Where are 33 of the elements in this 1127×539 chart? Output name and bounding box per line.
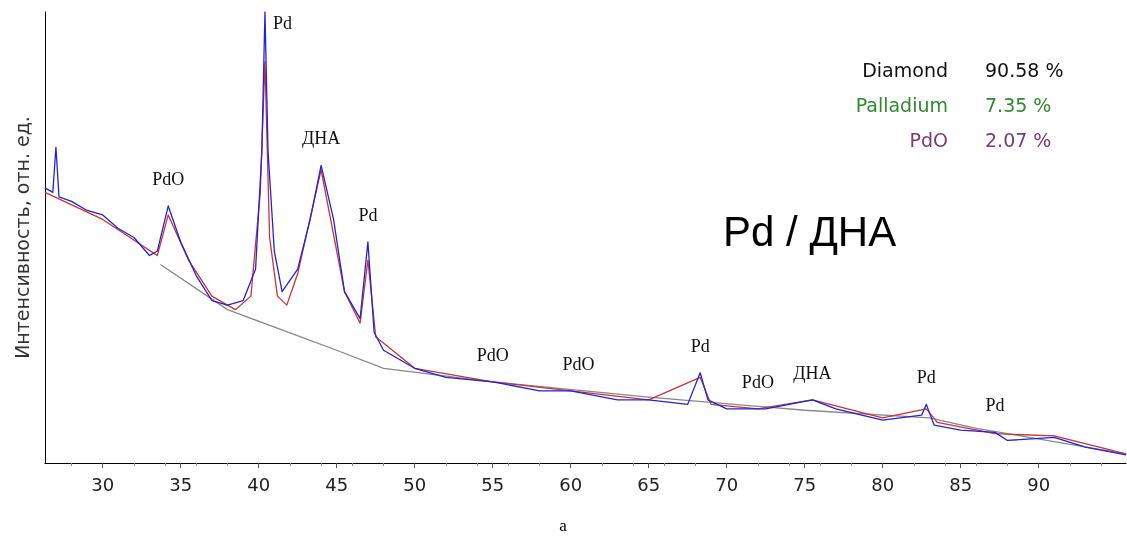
annotation: Pd bbox=[272, 13, 292, 33]
annotation: PdO bbox=[476, 344, 509, 365]
y-axis-title: Интенсивность, отн. ед. bbox=[10, 116, 33, 359]
x-tick-label: 55 bbox=[481, 473, 505, 495]
annotation: Pd bbox=[916, 367, 936, 388]
annotation: Diamond bbox=[862, 59, 948, 81]
text: а bbox=[559, 515, 568, 535]
annotation: Pd bbox=[985, 395, 1005, 416]
x-tick-label: 80 bbox=[871, 473, 895, 495]
annotation: PdO bbox=[152, 168, 185, 189]
x-tick-label: 85 bbox=[949, 473, 973, 495]
x-tick-label: 40 bbox=[247, 473, 271, 495]
text: Pd / ДНА bbox=[723, 207, 897, 255]
annotation: PdO bbox=[562, 353, 595, 374]
annotation: PdO bbox=[909, 129, 948, 151]
annotation: PdO bbox=[741, 371, 774, 392]
annotation: Pd bbox=[358, 205, 378, 226]
annotation: 7.35 % bbox=[985, 94, 1052, 116]
x-tick-label: 70 bbox=[715, 473, 739, 495]
x-tick-label: 60 bbox=[559, 473, 583, 495]
annotation: ДНА bbox=[301, 128, 341, 149]
x-tick-label: 35 bbox=[169, 473, 193, 495]
annotation: 90.58 % bbox=[985, 59, 1064, 81]
x-tick-label: 65 bbox=[637, 473, 661, 495]
annotation: Pd bbox=[690, 335, 710, 356]
x-tick-label: 75 bbox=[793, 473, 817, 495]
x-tick-label: 30 bbox=[91, 473, 115, 495]
x-tick-label: 45 bbox=[325, 473, 349, 495]
x-tick-label: 50 bbox=[403, 473, 427, 495]
annotation: Palladium bbox=[855, 94, 948, 116]
x-tick-label: 90 bbox=[1027, 473, 1051, 495]
annotation: 2.07 % bbox=[985, 129, 1052, 151]
annotation: ДНА bbox=[793, 362, 832, 383]
